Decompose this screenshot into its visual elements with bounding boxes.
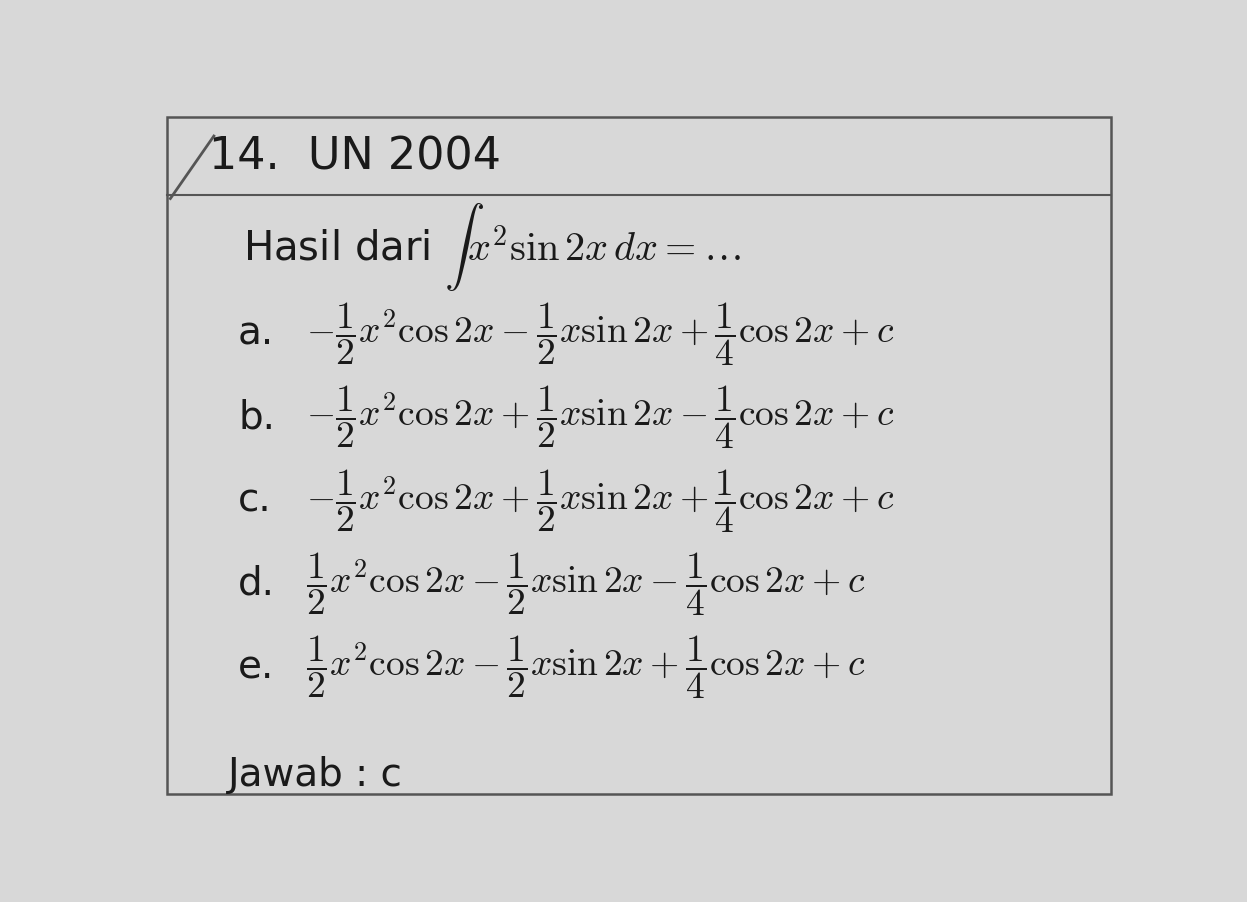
Text: e.: e.: [238, 649, 274, 686]
Text: $-\dfrac{1}{2}x^2\cos 2x + \dfrac{1}{2}x\sin 2x + \dfrac{1}{4}\cos 2x + c$: $-\dfrac{1}{2}x^2\cos 2x + \dfrac{1}{2}x…: [306, 467, 894, 535]
Text: c.: c.: [238, 482, 272, 520]
Text: $\dfrac{1}{2}x^2\cos 2x - \dfrac{1}{2}x\sin 2x - \dfrac{1}{4}\cos 2x + c$: $\dfrac{1}{2}x^2\cos 2x - \dfrac{1}{2}x\…: [306, 550, 865, 618]
Text: a.: a.: [238, 315, 274, 353]
Text: $-\dfrac{1}{2}x^2\cos 2x + \dfrac{1}{2}x\sin 2x - \dfrac{1}{4}\cos 2x + c$: $-\dfrac{1}{2}x^2\cos 2x + \dfrac{1}{2}x…: [306, 383, 894, 451]
Text: $-\dfrac{1}{2}x^2\cos 2x - \dfrac{1}{2}x\sin 2x + \dfrac{1}{4}\cos 2x + c$: $-\dfrac{1}{2}x^2\cos 2x - \dfrac{1}{2}x…: [306, 300, 894, 368]
Text: Hasil dari $\int x^2 \sin 2x\, dx = \ldots$: Hasil dari $\int x^2 \sin 2x\, dx = \ldo…: [243, 201, 741, 293]
Text: $\dfrac{1}{2}x^2\cos 2x - \dfrac{1}{2}x\sin 2x + \dfrac{1}{4}\cos 2x + c$: $\dfrac{1}{2}x^2\cos 2x - \dfrac{1}{2}x\…: [306, 633, 865, 701]
Text: 14.  UN 2004: 14. UN 2004: [209, 135, 501, 179]
Text: b.: b.: [238, 399, 276, 437]
Text: Jawab : c: Jawab : c: [228, 756, 403, 794]
Text: d.: d.: [238, 565, 276, 603]
